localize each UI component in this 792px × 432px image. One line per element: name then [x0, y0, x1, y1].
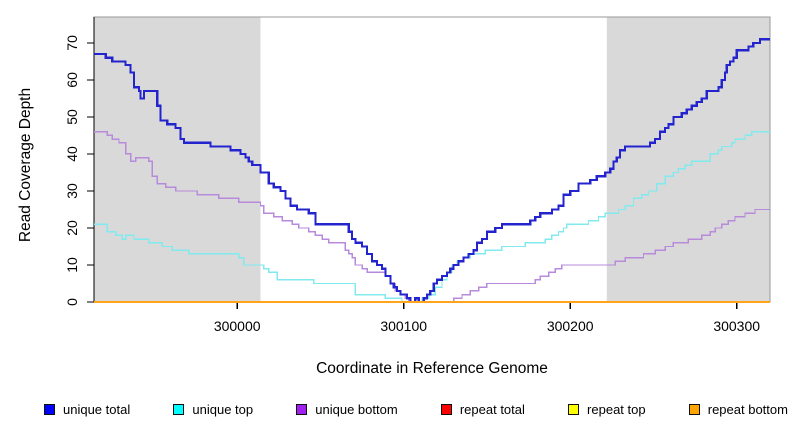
legend-swatch-unique-bottom: [296, 403, 308, 415]
y-tick-label: 10: [64, 257, 80, 273]
x-tick-label: 300300: [713, 318, 760, 334]
legend-item-repeat-total: repeat total: [440, 401, 525, 417]
legend-swatch-repeat-total: [440, 403, 452, 415]
legend-label-unique-total: unique total: [63, 401, 131, 417]
legend-swatch-unique-total: [44, 403, 55, 415]
legend-label-repeat-top: repeat top: [587, 401, 646, 417]
y-tick-label: 50: [64, 109, 80, 125]
legend-label-repeat-total: repeat total: [459, 401, 525, 417]
legend-item-repeat-top: repeat top: [568, 402, 646, 417]
repeat-region-shading: [94, 17, 261, 302]
legend-item-unique-top: unique top: [173, 402, 253, 417]
y-axis-label: Read Coverage Depth: [17, 88, 34, 242]
legend-label-unique-bottom: unique bottom: [315, 401, 398, 417]
y-tick-label: 60: [64, 72, 80, 88]
repeat-region-shading: [606, 17, 770, 302]
legend-label-unique-top: unique top: [192, 401, 254, 417]
x-tick-label: 300200: [547, 318, 594, 334]
y-tick-label: 0: [64, 298, 80, 306]
legend-item-unique-total: unique total: [44, 402, 130, 417]
legend-item-unique-bottom: unique bottom: [296, 401, 398, 417]
legend-label-repeat-bottom: repeat bottom: [707, 401, 788, 417]
series-line-unique-top: [94, 131, 770, 303]
x-axis-label: Coordinate in Reference Genome: [316, 360, 548, 377]
y-tick-label: 40: [64, 146, 80, 162]
x-tick-label: 300000: [214, 318, 261, 334]
y-tick-label: 70: [64, 35, 80, 51]
legend: unique total unique top unique bottom repea…: [44, 398, 788, 420]
series-line-unique-total: [94, 38, 770, 304]
legend-item-repeat-bottom: repeat bottom: [688, 401, 788, 417]
y-tick-label: 20: [64, 220, 80, 236]
legend-swatch-repeat-bottom: [688, 403, 700, 415]
legend-swatch-unique-top: [173, 403, 185, 415]
x-tick-label: 300100: [380, 318, 427, 334]
legend-swatch-repeat-top: [568, 403, 580, 415]
y-tick-label: 30: [64, 183, 80, 199]
